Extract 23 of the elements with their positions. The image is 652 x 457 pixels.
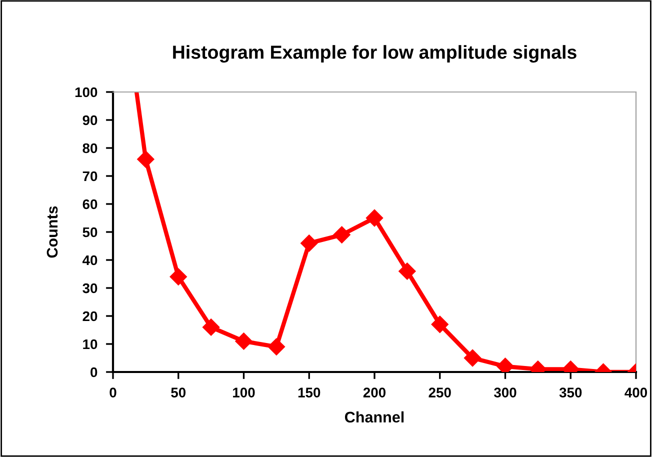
y-tick-label: 20 (82, 311, 98, 322)
y-tick-label: 50 (82, 227, 98, 238)
y-tick-label: 90 (82, 115, 98, 126)
x-tick-label: 150 (298, 388, 320, 398)
y-tick-label: 10 (83, 339, 98, 350)
y-axis-title: Counts (46, 206, 58, 258)
y-tick-label: 60 (82, 199, 98, 210)
x-tick-label: 300 (494, 388, 516, 398)
y-tick-label: 40 (82, 255, 98, 266)
x-axis-title: Channel (344, 411, 404, 423)
x-tick-label: 50 (171, 388, 186, 398)
x-tick-label: 0 (110, 388, 116, 398)
y-tick-label: 80 (82, 143, 98, 154)
x-tick-label: 100 (233, 388, 255, 398)
chart-title: Histogram Example for low amplitude signals (173, 45, 576, 63)
y-tick-label: 30 (82, 283, 98, 294)
y-tick-label: 0 (90, 367, 98, 378)
y-tick-label: 70 (82, 171, 98, 182)
y-tick-label: 100 (75, 87, 98, 98)
x-tick-label: 200 (363, 388, 386, 398)
x-tick-label: 350 (559, 388, 582, 398)
x-tick-label: 400 (624, 388, 648, 398)
x-tick-label: 250 (428, 388, 451, 398)
